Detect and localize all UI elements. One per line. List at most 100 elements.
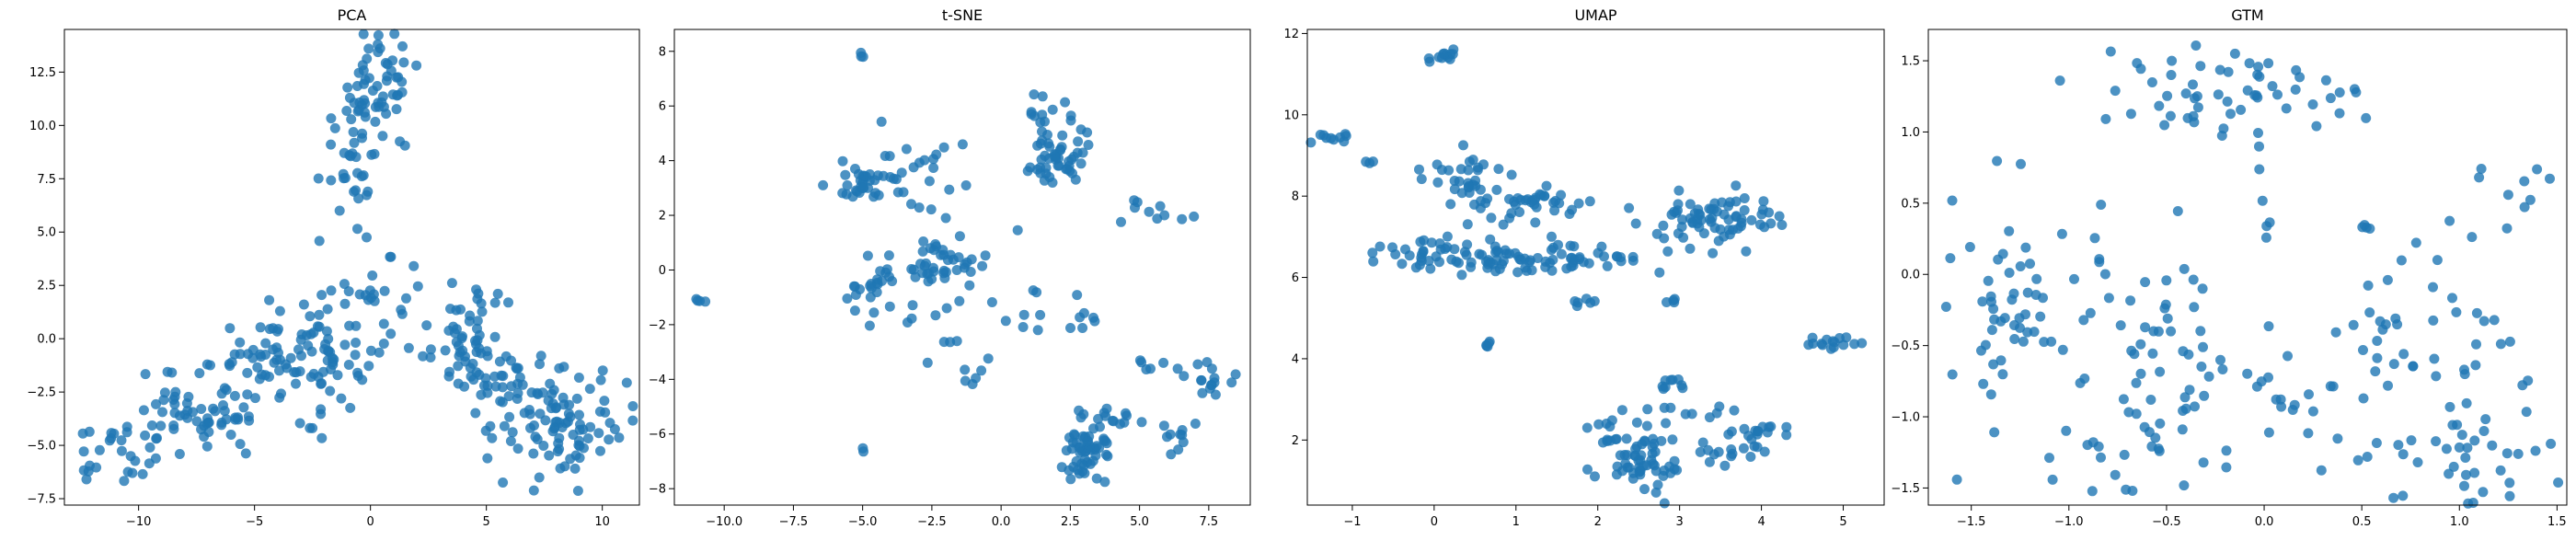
- tsne-point: [700, 296, 711, 307]
- gtm-point: [1992, 155, 2003, 167]
- gtm-point: [2203, 371, 2214, 382]
- pca-point: [506, 355, 516, 366]
- pca-point: [127, 467, 138, 478]
- pca-point: [470, 335, 480, 346]
- gtm-point: [2383, 380, 2393, 391]
- gtm-x-tick-label: −1.0: [2054, 515, 2084, 529]
- pca-point: [305, 311, 316, 322]
- tsne-point: [1079, 467, 1090, 478]
- umap-point: [1426, 237, 1437, 248]
- gtm-point: [2172, 206, 2183, 216]
- pca-point: [562, 416, 573, 427]
- gtm-point: [2489, 315, 2500, 326]
- umap-point: [1459, 247, 1470, 258]
- gtm-point: [2504, 490, 2515, 501]
- gtm-point: [2513, 448, 2524, 459]
- tsne-y-tick-label: 0: [659, 264, 666, 278]
- pca-point: [229, 390, 240, 401]
- pca-point: [504, 411, 515, 422]
- pca-point: [168, 420, 179, 431]
- gtm-point: [2244, 58, 2255, 69]
- gtm-point: [2408, 361, 2419, 372]
- gtm-point: [2087, 486, 2098, 497]
- gtm-axes-frame: [1927, 29, 2568, 506]
- gtm-y-tick-label: −0.5: [1891, 339, 1920, 353]
- umap-point: [1695, 209, 1706, 220]
- pca-point: [81, 474, 92, 485]
- pca-point: [373, 47, 384, 58]
- pca-y-tick-label: 5.0: [37, 226, 56, 240]
- pca-point: [507, 427, 518, 438]
- gtm-y-tick-label: 1.5: [1901, 55, 1920, 69]
- pca-point: [440, 345, 451, 356]
- tsne-point: [1093, 413, 1104, 424]
- tsne-point: [1000, 316, 1011, 327]
- pca-point: [243, 411, 254, 422]
- tsne-point: [868, 307, 880, 318]
- tsne-point: [1060, 97, 1071, 108]
- gtm-point: [2254, 164, 2265, 175]
- umap-point: [1661, 418, 1672, 429]
- pca-point: [351, 81, 362, 91]
- pca-point: [345, 402, 356, 413]
- umap-point: [1447, 49, 1458, 60]
- umap-point: [1651, 228, 1662, 239]
- umap-point: [1374, 241, 1386, 252]
- gtm-point: [2334, 87, 2345, 98]
- pca-point: [276, 388, 286, 399]
- pca-point: [387, 89, 398, 100]
- gtm-point: [2461, 397, 2472, 408]
- gtm-point: [2519, 201, 2530, 213]
- pca-point: [314, 309, 325, 320]
- pca-point: [329, 122, 340, 133]
- gtm-point: [2375, 316, 2386, 327]
- tsne-point: [896, 167, 907, 178]
- pca-point: [264, 324, 275, 335]
- umap-y-tick-label: 10: [1283, 109, 1299, 122]
- gtm-point: [2217, 364, 2228, 374]
- pca-point: [357, 132, 367, 144]
- umap-point: [1630, 218, 1641, 229]
- gtm-point: [2242, 368, 2253, 379]
- tsne-point: [872, 279, 883, 290]
- gtm-point: [2039, 337, 2050, 348]
- tsne-point: [849, 305, 860, 316]
- umap-y-tick-label: 6: [1292, 271, 1299, 285]
- umap-point: [1397, 259, 1408, 270]
- gtm-point: [2460, 453, 2471, 463]
- tsne-point: [880, 151, 891, 161]
- umap-point: [1745, 452, 1756, 462]
- pca-point: [119, 476, 130, 487]
- pca-point: [453, 361, 464, 372]
- pca-point: [381, 75, 392, 86]
- pca-point: [225, 430, 236, 440]
- umap-point: [1582, 464, 1593, 475]
- umap-point: [1704, 456, 1715, 467]
- gtm-point: [2078, 315, 2089, 326]
- tsne-point: [1031, 287, 1042, 298]
- tsne-point: [1158, 357, 1169, 368]
- pca-axes-frame: [63, 29, 640, 506]
- tsne-point: [881, 264, 892, 275]
- umap-point: [1488, 259, 1499, 270]
- pca-point: [205, 360, 215, 371]
- pca-point: [339, 298, 351, 309]
- tsne-point: [1141, 364, 1152, 374]
- gtm-point: [2325, 93, 2336, 104]
- gtm-point: [2371, 438, 2382, 448]
- pca-point: [538, 441, 549, 451]
- pca-x-tick-label: 10: [594, 515, 610, 529]
- pca-point: [379, 285, 390, 296]
- tsne-point: [1206, 363, 1217, 374]
- tsne-point: [930, 310, 941, 321]
- umap-point: [1519, 253, 1530, 264]
- pca-point: [464, 316, 475, 327]
- pca-point: [459, 381, 470, 392]
- pca-point: [201, 441, 213, 452]
- umap-point: [1659, 466, 1670, 476]
- gtm-point: [2530, 445, 2541, 456]
- umap-point: [1711, 408, 1722, 419]
- gtm-point: [2361, 222, 2372, 233]
- gtm-point: [1988, 359, 1999, 370]
- gtm-point: [1983, 275, 1994, 286]
